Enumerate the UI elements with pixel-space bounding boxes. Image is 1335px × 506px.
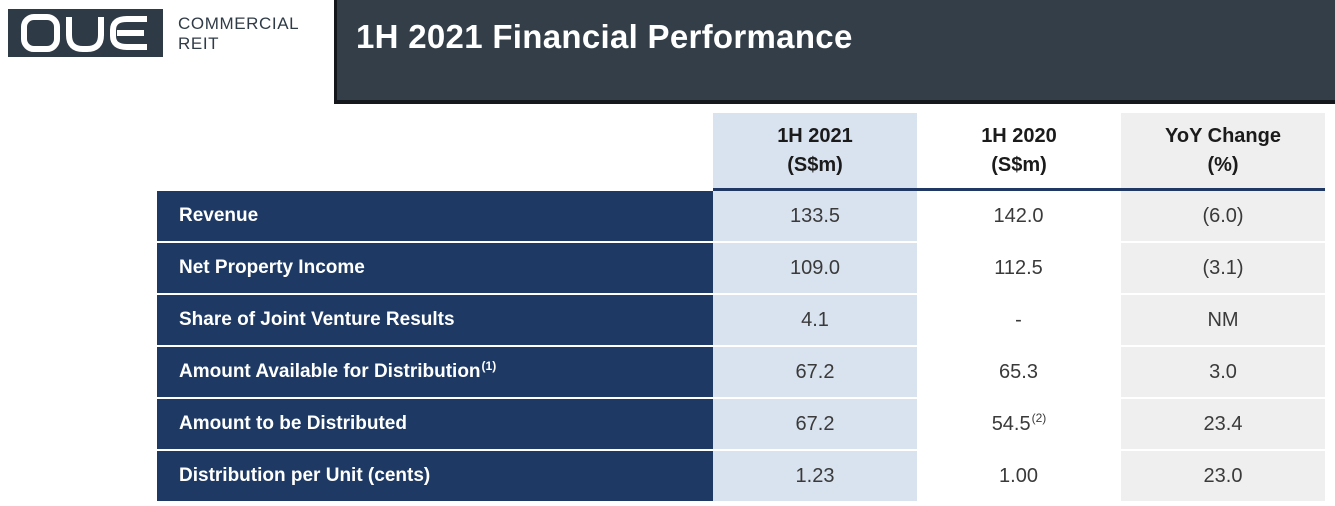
col-header-line1: 1H 2020 [981,124,1057,147]
oue-logo [8,9,163,57]
value-yoy: (3.1) [1121,243,1325,295]
financial-table: 1H 2021 (S$m) 1H 2020 (S$m) YoY Change (… [157,113,1325,503]
row-label-net-property-income: Net Property Income [157,243,713,295]
value-1h2020: 1.00 [917,451,1121,503]
value-1h2021: 1.23 [713,451,917,503]
brand-wordmark: COMMERCIAL REIT [178,14,299,54]
value-1h2020: 54.5 (2) [917,399,1121,451]
title-banner: 1H 2021 Financial Performance [334,0,1335,104]
value-1h2021: 109.0 [713,243,917,295]
value-yoy: NM [1121,295,1325,347]
row-label-amount-to-be-distributed: Amount to be Distributed [157,399,713,451]
row-label-revenue: Revenue [157,191,713,243]
value-yoy: (6.0) [1121,191,1325,243]
value-1h2020: 112.5 [917,243,1121,295]
header-spacer [157,113,713,191]
value-yoy: 23.0 [1121,451,1325,503]
col-header-line2: (S$m) [787,153,843,176]
col-header-line2: (S$m) [991,153,1047,176]
row-label-share-of-jv-results: Share of Joint Venture Results [157,295,713,347]
col-header-1h2020: 1H 2020 (S$m) [917,113,1121,191]
brand-reit: REIT [178,34,220,53]
value-1h2021: 133.5 [713,191,917,243]
col-header-line2: (%) [1207,153,1239,176]
value-yoy: 23.4 [1121,399,1325,451]
value-1h2021: 67.2 [713,347,917,399]
col-header-1h2021: 1H 2021 (S$m) [713,113,917,191]
value-1h2021: 4.1 [713,295,917,347]
value-1h2020: 142.0 [917,191,1121,243]
col-header-line1: 1H 2021 [777,124,853,147]
value-yoy: 3.0 [1121,347,1325,399]
row-label-amount-available-for-distribution: Amount Available for Distribution (1) [157,347,713,399]
value-1h2020: - [917,295,1121,347]
col-header-line1: YoY Change [1165,124,1281,147]
oue-logo-letters-icon [21,14,147,52]
value-1h2020: 65.3 [917,347,1121,399]
brand-commercial: COMMERCIAL [178,14,300,33]
value-1h2021: 67.2 [713,399,917,451]
page-title: 1H 2021 Financial Performance [356,18,853,55]
col-header-yoy: YoY Change (%) [1121,113,1325,191]
row-label-distribution-per-unit: Distribution per Unit (cents) [157,451,713,503]
